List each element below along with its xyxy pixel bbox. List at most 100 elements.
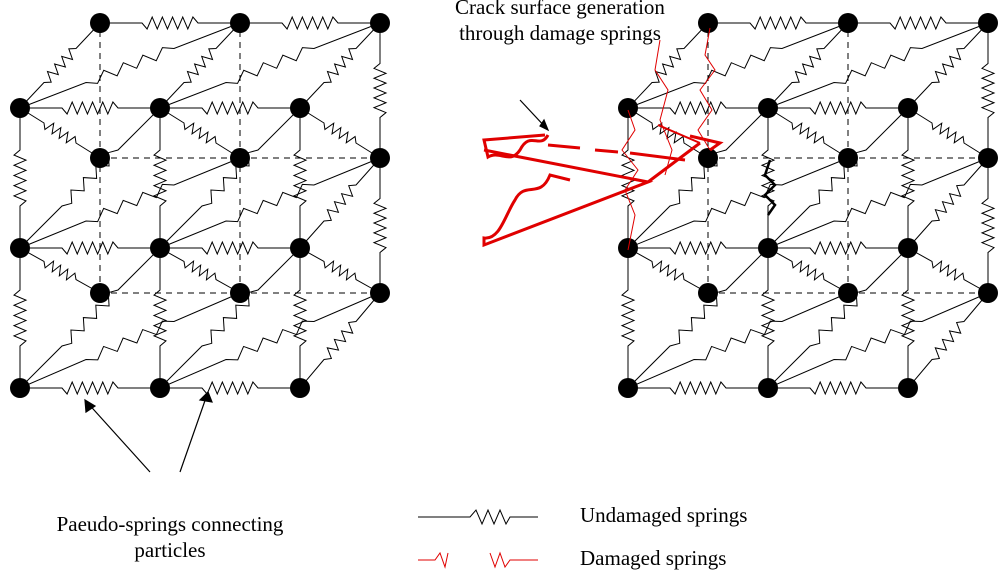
crack-label: through damage springs (459, 21, 661, 45)
springs (14, 17, 994, 394)
particle (10, 238, 30, 258)
spring (300, 293, 380, 388)
particle (838, 13, 858, 33)
spring (20, 158, 240, 248)
spring (300, 23, 380, 108)
spring (902, 108, 914, 248)
spring (240, 17, 380, 29)
particle (978, 13, 998, 33)
crack-wave-top (484, 135, 548, 157)
spring (154, 248, 166, 388)
spring (374, 158, 386, 293)
particle (618, 98, 638, 118)
spring (628, 382, 768, 394)
spring (762, 248, 774, 388)
figure: Crack surface generation through damage … (0, 0, 1000, 579)
crack-label: Crack surface generation (455, 0, 665, 19)
spring (768, 248, 848, 293)
arrow (85, 392, 208, 472)
spring (908, 23, 988, 108)
spring (20, 108, 160, 248)
crack-line (658, 125, 700, 143)
spring (160, 158, 380, 248)
spring (848, 17, 988, 29)
particle (370, 148, 390, 168)
spring (160, 102, 300, 114)
spring (20, 248, 100, 293)
spring (20, 102, 160, 114)
damaged-spring (698, 28, 715, 150)
particle (150, 238, 170, 258)
spring (20, 293, 240, 388)
spring (628, 108, 768, 248)
particle (10, 98, 30, 118)
particle (290, 98, 310, 118)
legend-label: Damaged springs (580, 546, 726, 570)
particle (230, 283, 250, 303)
spring (160, 242, 300, 254)
particle (838, 283, 858, 303)
spring (300, 248, 380, 293)
spring (908, 108, 988, 158)
spring (14, 108, 26, 248)
spring (628, 248, 708, 293)
spring (300, 108, 380, 158)
spring (20, 23, 240, 108)
particle (90, 283, 110, 303)
particle (698, 148, 718, 168)
particle (290, 378, 310, 398)
particle (698, 283, 718, 303)
crack-dash (548, 145, 685, 160)
particle (90, 148, 110, 168)
spring (628, 293, 848, 388)
spring (160, 382, 300, 394)
particles (10, 13, 998, 398)
particle (10, 378, 30, 398)
particle (838, 148, 858, 168)
spring (708, 17, 848, 29)
spring (628, 102, 768, 114)
particle (898, 98, 918, 118)
spring (628, 108, 708, 158)
particle (978, 283, 998, 303)
spring (14, 248, 26, 388)
spring (154, 108, 166, 248)
spring (982, 158, 994, 293)
particle (290, 238, 310, 258)
spring (20, 108, 100, 158)
spring (768, 108, 908, 248)
particle (370, 283, 390, 303)
spring (768, 382, 908, 394)
spring (20, 242, 160, 254)
spring (20, 23, 100, 108)
spring (768, 293, 988, 388)
spring (160, 108, 300, 248)
spring (908, 248, 988, 293)
spring (622, 248, 634, 388)
spring (628, 23, 848, 108)
particle (370, 13, 390, 33)
particle (90, 13, 110, 33)
spring (908, 158, 988, 248)
spring (768, 23, 988, 108)
particle (898, 238, 918, 258)
pseudo-label: Paeudo-springs connecting (57, 512, 284, 536)
particle (758, 238, 778, 258)
spring (768, 158, 988, 248)
spring (100, 17, 240, 29)
spring (768, 242, 908, 254)
particle (150, 98, 170, 118)
pseudo-label: particles (134, 538, 205, 562)
particle (618, 378, 638, 398)
legend-damaged-swatch (418, 553, 538, 567)
particle (230, 13, 250, 33)
spring (160, 23, 240, 108)
particle (978, 148, 998, 168)
particle (898, 378, 918, 398)
spring (902, 248, 914, 388)
particle (150, 378, 170, 398)
spring (768, 102, 908, 114)
spring (20, 382, 160, 394)
spring (294, 248, 306, 388)
spring (160, 23, 380, 108)
